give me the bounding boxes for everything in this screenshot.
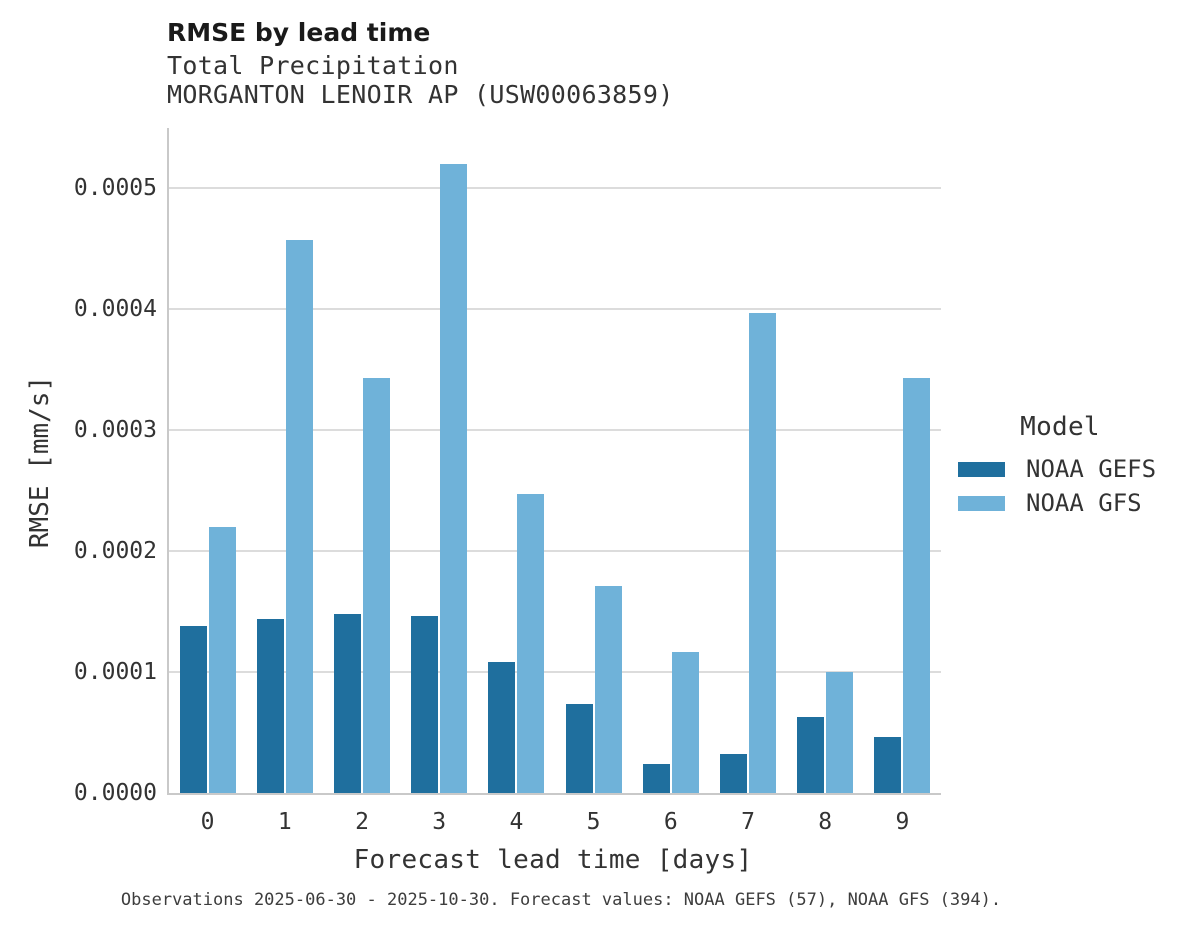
gridline	[169, 308, 941, 311]
bar-noaa-gfs-lead-1	[285, 239, 313, 793]
gridline	[169, 550, 941, 553]
legend-entry-noaa-gefs: NOAA GEFS	[955, 455, 1165, 483]
gridline	[169, 187, 941, 190]
bar-noaa-gfs-lead-2	[363, 377, 390, 793]
x-tick-label: 3	[432, 809, 447, 835]
x-tick-label: 1	[277, 809, 292, 835]
legend-label-noaa-gefs: NOAA GEFS	[1026, 455, 1157, 483]
legend-entry-noaa-gfs: NOAA GFS	[955, 489, 1165, 517]
x-tick-label: 2	[355, 809, 369, 835]
legend: Model NOAA GEFS NOAA GFS	[955, 412, 1165, 524]
bar-noaa-gefs-lead-5	[565, 704, 593, 793]
bar-noaa-gefs-lead-6	[642, 764, 670, 793]
footer-caption: Observations 2025-06-30 - 2025-10-30. Fo…	[120, 890, 1002, 910]
bar-noaa-gefs-lead-8	[797, 717, 825, 793]
bar-noaa-gefs-lead-9	[874, 737, 902, 793]
plot-area: 0.0000 0.0001 0.0002 0.0003 0.0004 0.0005 0 1 2 3…	[74, 128, 941, 835]
y-tick-label: 0.0002	[73, 538, 157, 565]
gridline	[169, 671, 941, 674]
legend-swatch-noaa-gfs-icon	[958, 495, 1005, 511]
legend-title: Model	[1020, 412, 1100, 442]
y-tick-label: 0.0004	[73, 296, 157, 323]
x-tick-label: 7	[741, 809, 755, 835]
bar-noaa-gefs-lead-4	[488, 662, 516, 793]
bar-noaa-gefs-lead-3	[411, 616, 439, 793]
bar-noaa-gfs-lead-8	[826, 672, 854, 793]
x-tick-label: 4	[509, 809, 524, 835]
y-tick-label: 0.0005	[73, 175, 157, 202]
bar-noaa-gfs-lead-7	[749, 312, 776, 793]
x-tick-label: 9	[895, 809, 910, 835]
bar-noaa-gfs-lead-0	[208, 526, 236, 793]
bar-noaa-gfs-lead-3	[440, 164, 468, 793]
bar-noaa-gfs-lead-4	[517, 494, 545, 793]
y-axis-label: RMSE [mm/s]	[25, 375, 55, 549]
gridline	[169, 429, 941, 432]
bar-noaa-gefs-lead-0	[179, 625, 207, 793]
bar-noaa-gefs-lead-1	[256, 619, 284, 793]
chart-subtitle-variable: Total Precipitation	[167, 51, 459, 80]
bar-noaa-gfs-lead-6	[671, 652, 699, 793]
bar-noaa-gfs-lead-5	[594, 585, 622, 793]
y-axis-label-wrap: RMSE [mm/s]	[22, 370, 58, 550]
y-tick-label: 0.0000	[73, 780, 157, 806]
y-tick-label: 0.0003	[73, 417, 157, 444]
bar-noaa-gefs-lead-7	[720, 753, 747, 793]
x-tick-label: 6	[663, 809, 678, 835]
x-tick-label: 8	[818, 809, 833, 835]
bar-noaa-gefs-lead-2	[334, 614, 361, 793]
x-tick-label: 5	[586, 809, 601, 835]
y-tick-label: 0.0001	[73, 659, 157, 686]
x-tick-label: 0	[200, 809, 215, 835]
chart-subtitle-station: MORGANTON LENOIR AP (USW00063859)	[167, 80, 674, 109]
bar-noaa-gfs-lead-9	[903, 377, 931, 793]
chart-title: RMSE by lead time	[167, 18, 431, 47]
legend-label-noaa-gfs: NOAA GFS	[1026, 489, 1142, 517]
x-axis-label: Forecast lead time [days]	[353, 845, 753, 875]
legend-swatch-noaa-gefs-icon	[958, 461, 1005, 477]
